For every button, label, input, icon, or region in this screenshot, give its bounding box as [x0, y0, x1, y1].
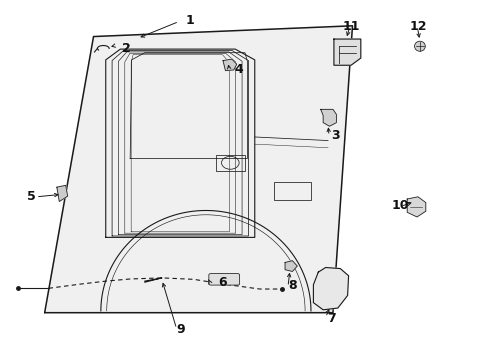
Polygon shape [334, 39, 361, 65]
Text: 4: 4 [235, 63, 244, 76]
Text: 8: 8 [289, 279, 297, 292]
Polygon shape [45, 26, 352, 313]
Polygon shape [57, 185, 68, 202]
Polygon shape [407, 197, 426, 217]
FancyBboxPatch shape [209, 274, 240, 285]
Text: 12: 12 [410, 20, 427, 33]
Polygon shape [223, 59, 237, 71]
Text: 3: 3 [331, 129, 340, 142]
Text: 11: 11 [343, 20, 360, 33]
Text: 9: 9 [176, 323, 185, 336]
Text: 1: 1 [186, 14, 195, 27]
Text: 6: 6 [219, 276, 227, 289]
Text: 7: 7 [328, 311, 336, 325]
Polygon shape [321, 109, 336, 126]
Text: 2: 2 [122, 41, 131, 54]
Ellipse shape [415, 41, 425, 51]
Text: 10: 10 [392, 199, 409, 212]
Text: 5: 5 [26, 190, 35, 203]
Polygon shape [314, 267, 348, 310]
Polygon shape [285, 261, 297, 271]
